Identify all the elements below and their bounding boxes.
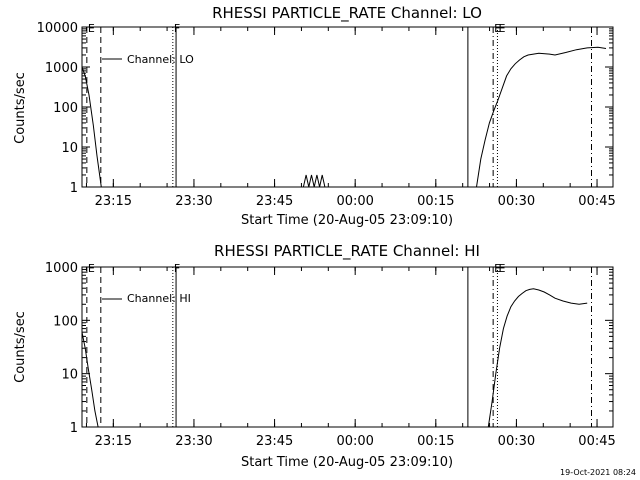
x-tick-label: 23:30 bbox=[175, 194, 212, 209]
data-series-line bbox=[302, 174, 326, 188]
x-tick-label: 23:15 bbox=[95, 194, 132, 209]
y-tick-label: 100 bbox=[53, 101, 78, 116]
x-tick-label: 00:00 bbox=[336, 434, 373, 449]
event-marker-label: F bbox=[174, 22, 180, 35]
x-tick-label: 23:30 bbox=[175, 434, 212, 449]
chart-title: RHESSI PARTICLE_RATE Channel: LO bbox=[212, 4, 482, 23]
generation-timestamp: 19-Oct-2021 08:24 bbox=[560, 468, 636, 477]
y-tick-label: 100 bbox=[53, 314, 78, 329]
panel-channel-hi: RHESSI PARTICLE_RATE Channel: HI Start T… bbox=[13, 242, 616, 470]
event-marker-label: E bbox=[498, 22, 505, 35]
event-marker-label: E bbox=[498, 262, 505, 275]
event-marker-label: E bbox=[88, 22, 95, 35]
x-tick-label: 00:30 bbox=[498, 434, 535, 449]
x-tick-label: 23:45 bbox=[256, 194, 293, 209]
panel-channel-lo: RHESSI PARTICLE_RATE Channel: LO Start T… bbox=[13, 4, 616, 228]
x-tick-label: 00:45 bbox=[578, 434, 615, 449]
y-tick-label: 1 bbox=[70, 181, 78, 196]
data-series-line bbox=[81, 332, 99, 428]
x-axis-label: Start Time (20-Aug-05 23:09:10) bbox=[241, 455, 453, 470]
event-marker-label: E bbox=[88, 262, 95, 275]
y-axis-label: Counts/sec bbox=[13, 311, 28, 383]
x-tick-label: 00:15 bbox=[417, 194, 454, 209]
data-series-line bbox=[487, 288, 588, 428]
y-tick-label: 10 bbox=[61, 368, 78, 383]
event-marker-label: E bbox=[494, 262, 501, 275]
legend-label: Channel: HI bbox=[127, 292, 191, 305]
x-tick-label: 00:00 bbox=[336, 194, 373, 209]
y-tick-label: 1000 bbox=[45, 261, 78, 276]
y-tick-label: 10 bbox=[61, 141, 78, 156]
event-marker-label: E bbox=[494, 22, 501, 35]
x-tick-label: 00:30 bbox=[498, 194, 535, 209]
y-tick-label: 1000 bbox=[45, 61, 78, 76]
x-tick-label: 23:15 bbox=[95, 434, 132, 449]
x-tick-label: 23:45 bbox=[256, 434, 293, 449]
y-tick-label: 10000 bbox=[37, 21, 78, 36]
x-axis-label: Start Time (20-Aug-05 23:09:10) bbox=[241, 213, 453, 228]
chart-title: RHESSI PARTICLE_RATE Channel: HI bbox=[214, 242, 480, 261]
data-series-line bbox=[476, 46, 607, 188]
plot-frame bbox=[81, 266, 614, 428]
data-series-line bbox=[81, 66, 102, 188]
event-marker-label: F bbox=[174, 262, 180, 275]
plot-frame bbox=[81, 26, 614, 188]
x-tick-label: 00:15 bbox=[417, 434, 454, 449]
x-tick-label: 00:45 bbox=[578, 194, 615, 209]
y-tick-label: 1 bbox=[70, 421, 78, 436]
y-axis-label: Counts/sec bbox=[13, 72, 28, 144]
legend-label: Channel: LO bbox=[127, 53, 194, 66]
